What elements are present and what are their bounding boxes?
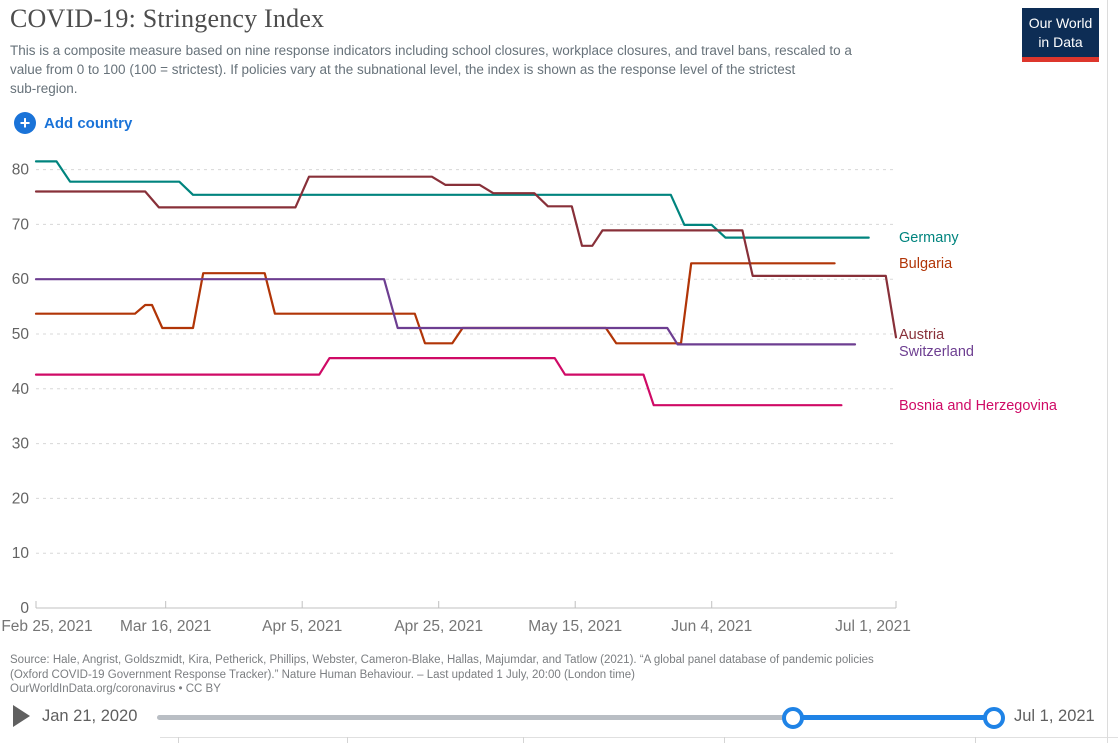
y-axis-label-70: 70 [12,216,30,233]
y-axis-label-0: 0 [20,600,29,617]
chart-canvas: 0 10 20 30 40 50 60 70 80 Feb 25, 2021 Mar 16, 202… [1,160,1058,635]
page-right-divider [1107,0,1108,743]
x-axis-label: May 15, 2021 [528,618,622,635]
subtitle-line: value from 0 to 100 (100 = strictest). I… [10,62,796,77]
table-column-divider [724,737,725,743]
timeline-active-range[interactable] [793,715,994,720]
data-table-top-edge [0,737,1120,743]
subtitle-line: sub-region. [10,81,78,96]
series-label-bosnia-and-herzegovina: Bosnia and Herzegovina [899,398,1058,414]
table-column-divider [178,737,179,743]
owid-logo-line2: in Data [1038,33,1083,50]
table-border [160,737,1118,738]
timeline-bar: Jan 21, 2020 Jul 1, 2021 [0,700,1120,736]
page-title: COVID-19: Stringency Index [10,4,325,33]
y-axis-label-50: 50 [12,326,30,343]
series-label-austria: Austria [899,327,945,343]
y-axis-label-40: 40 [12,381,30,398]
chart-subtitle: This is a composite measure based on nin… [10,41,852,98]
source-line: (Oxford COVID-19 Government Response Tra… [10,668,635,681]
add-country-button[interactable]: + Add country [14,112,132,134]
table-column-divider [523,737,524,743]
x-axis-label: Apr 25, 2021 [394,618,483,635]
subtitle-line: This is a composite measure based on nin… [10,43,852,58]
y-axis-label-30: 30 [12,436,30,453]
play-button[interactable] [13,705,30,727]
table-column-divider [347,737,348,743]
x-axis-label: Feb 25, 2021 [1,618,92,635]
y-axis-label-80: 80 [12,162,30,179]
series-label-germany: Germany [899,230,959,246]
timeline-end-date: Jul 1, 2021 [1014,707,1095,725]
y-axis-label-60: 60 [12,271,30,288]
series-label-switzerland: Switzerland [899,344,974,360]
y-axis-label-10: 10 [12,545,30,562]
x-axis-label: Mar 16, 2021 [120,618,211,635]
x-axis-label: Apr 5, 2021 [262,618,342,635]
series-line-switzerland [34,278,857,346]
x-axis-label: Jun 4, 2021 [671,618,752,635]
source-line: OurWorldInData.org/coronavirus • CC BY [10,683,221,695]
series-label-bulgaria: Bulgaria [899,256,953,272]
add-country-label: Add country [44,114,133,132]
series-line-germany [34,160,870,239]
timeline-handle-start[interactable] [782,707,804,729]
x-axis-label: Jul 1, 2021 [835,618,911,635]
series-line-austria [34,175,898,339]
timeline-handle-end[interactable] [983,707,1005,729]
source-note: Source: Hale, Angrist, Goldszmidt, Kira,… [10,653,874,697]
owid-logo-line1: Our World [1028,15,1093,31]
plus-circle-icon: + [14,112,36,134]
source-line: Source: Hale, Angrist, Goldszmidt, Kira,… [10,654,874,666]
timeline-track[interactable] [157,715,994,720]
series-line-bosnia-and-herzegovina [34,357,843,407]
y-axis-label-20: 20 [12,490,30,507]
series-line-bulgaria [34,262,836,345]
owid-logo[interactable]: Our World in Data [1022,8,1099,62]
timeline-start-date: Jan 21, 2020 [42,707,138,725]
table-column-divider [975,737,976,743]
